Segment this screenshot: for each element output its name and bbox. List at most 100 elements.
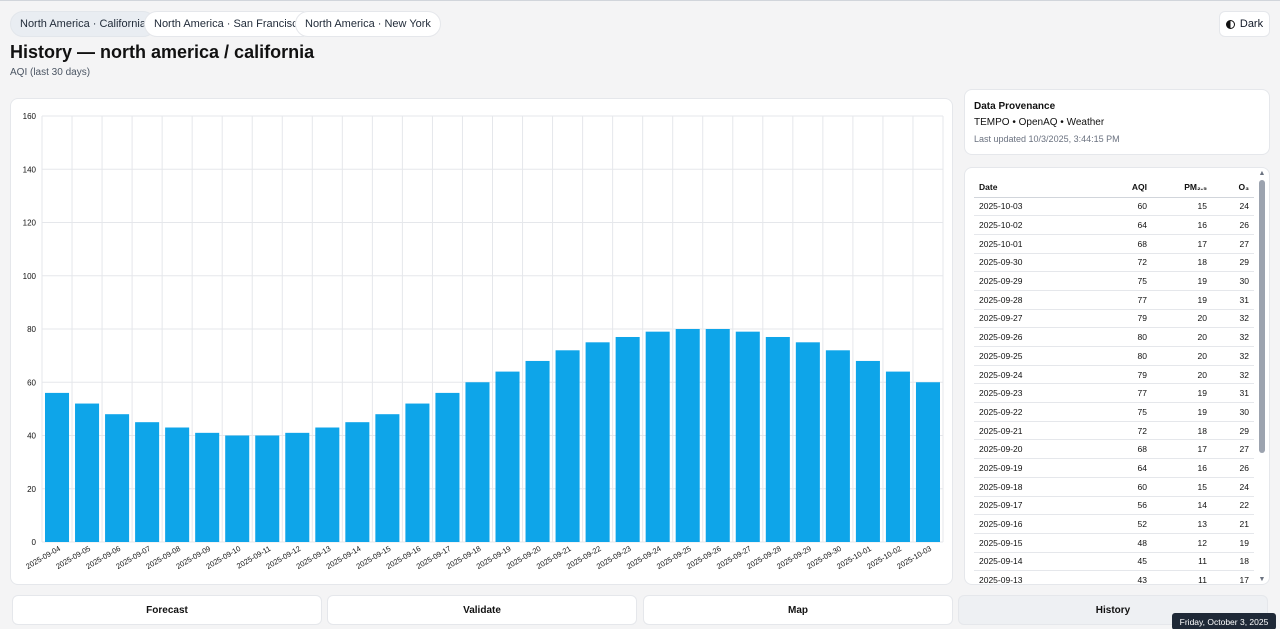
nav-validate-button[interactable]: Validate xyxy=(327,595,637,625)
table-row: 2025-09-14 45 11 18 xyxy=(974,552,1254,572)
table-row: 2025-09-18 60 15 24 xyxy=(974,477,1254,497)
bar xyxy=(885,371,910,542)
bar xyxy=(585,342,610,542)
cell-aqi: 60 xyxy=(1092,477,1152,497)
cell-aqi: 56 xyxy=(1092,496,1152,516)
table-row: 2025-09-21 72 18 29 xyxy=(974,421,1254,441)
col-aqi: AQI xyxy=(1092,178,1152,198)
bar xyxy=(615,336,640,542)
bar xyxy=(855,360,880,542)
cell-date: 2025-09-19 xyxy=(974,458,1092,478)
cell-o3: 31 xyxy=(1212,383,1254,404)
table-row: 2025-09-17 56 14 22 xyxy=(974,496,1254,516)
cell-o3: 32 xyxy=(1212,365,1254,385)
scroll-up-arrow-icon[interactable]: ▲ xyxy=(1258,170,1266,177)
cell-o3: 29 xyxy=(1212,253,1254,273)
cell-aqi: 75 xyxy=(1092,271,1152,291)
table-row: 2025-09-16 52 13 21 xyxy=(974,514,1254,534)
cell-o3: 21 xyxy=(1212,514,1254,534)
bar xyxy=(405,403,430,542)
tab-california[interactable]: North America · California xyxy=(10,11,156,37)
y-tick-label: 0 xyxy=(32,538,37,547)
bar xyxy=(435,392,460,542)
cell-date: 2025-09-20 xyxy=(974,439,1092,460)
cell-aqi: 72 xyxy=(1092,253,1152,273)
bar xyxy=(705,329,730,542)
bar xyxy=(315,427,340,542)
table-row: 2025-09-19 64 16 26 xyxy=(974,458,1254,478)
cell-aqi: 45 xyxy=(1092,552,1152,572)
tab-new-york[interactable]: North America · New York xyxy=(295,11,441,37)
scroll-down-arrow-icon[interactable]: ▼ xyxy=(1258,576,1266,583)
bar xyxy=(195,432,220,542)
table-header-row: Date AQI PM₂.₅ O₃ xyxy=(974,178,1254,198)
data-provenance-card: Data Provenance TEMPO • OpenAQ • Weather… xyxy=(964,89,1270,155)
cell-aqi: 64 xyxy=(1092,215,1152,235)
cell-pm25: 20 xyxy=(1152,309,1212,329)
cell-aqi: 80 xyxy=(1092,327,1152,347)
table-scrollbar[interactable]: ▲ ▼ xyxy=(1258,168,1266,584)
cell-date: 2025-09-30 xyxy=(974,253,1092,273)
page-subtitle: AQI (last 30 days) xyxy=(10,67,91,78)
half-moon-icon xyxy=(1225,19,1235,29)
cell-aqi: 48 xyxy=(1092,533,1152,553)
table-row: 2025-09-13 43 11 17 xyxy=(974,570,1254,584)
cell-aqi: 75 xyxy=(1092,402,1152,422)
cell-aqi: 72 xyxy=(1092,421,1152,441)
cell-o3: 26 xyxy=(1212,458,1254,478)
y-tick-label: 60 xyxy=(27,378,36,387)
cell-aqi: 43 xyxy=(1092,570,1152,584)
cell-pm25: 12 xyxy=(1152,533,1212,553)
cell-o3: 27 xyxy=(1212,234,1254,254)
bar xyxy=(915,382,940,542)
cell-pm25: 18 xyxy=(1152,421,1212,441)
cell-date: 2025-09-16 xyxy=(974,514,1092,534)
cell-pm25: 19 xyxy=(1152,290,1212,310)
cell-pm25: 20 xyxy=(1152,327,1212,347)
bar xyxy=(285,432,310,542)
y-tick-label: 80 xyxy=(27,325,36,334)
cell-date: 2025-09-27 xyxy=(974,309,1092,329)
tab-san-francisco[interactable]: North America · San Francisco xyxy=(144,11,314,37)
scroll-thumb[interactable] xyxy=(1259,180,1265,453)
bar xyxy=(495,371,520,542)
y-tick-label: 160 xyxy=(23,112,37,121)
cell-pm25: 14 xyxy=(1152,496,1212,516)
bar xyxy=(795,342,820,542)
cell-date: 2025-10-03 xyxy=(974,197,1092,217)
date-tooltip: Friday, October 3, 2025 xyxy=(1172,613,1276,629)
cell-pm25: 17 xyxy=(1152,439,1212,460)
cell-aqi: 80 xyxy=(1092,346,1152,366)
cell-date: 2025-09-18 xyxy=(974,477,1092,497)
cell-date: 2025-09-25 xyxy=(974,346,1092,366)
cell-date: 2025-09-29 xyxy=(974,271,1092,291)
dark-mode-button[interactable]: Dark xyxy=(1219,11,1270,37)
cell-pm25: 19 xyxy=(1152,402,1212,422)
table-row: 2025-09-28 77 19 31 xyxy=(974,290,1254,310)
cell-pm25: 19 xyxy=(1152,383,1212,404)
aqi-bar-chart-svg: 0204060801001201401602025-09-042025-09-0… xyxy=(23,112,944,571)
cell-o3: 32 xyxy=(1212,327,1254,347)
cell-date: 2025-09-23 xyxy=(974,383,1092,404)
cell-date: 2025-09-14 xyxy=(974,552,1092,572)
cell-pm25: 13 xyxy=(1152,514,1212,534)
table-row: 2025-09-22 75 19 30 xyxy=(974,402,1254,422)
nav-map-button[interactable]: Map xyxy=(643,595,953,625)
bar xyxy=(165,427,190,542)
cell-date: 2025-09-22 xyxy=(974,402,1092,422)
nav-forecast-button[interactable]: Forecast xyxy=(12,595,322,625)
bar xyxy=(135,422,160,542)
bar xyxy=(75,403,100,542)
bar xyxy=(765,336,790,542)
cell-o3: 30 xyxy=(1212,402,1254,422)
dark-mode-label: Dark xyxy=(1239,18,1264,30)
cell-aqi: 68 xyxy=(1092,234,1152,254)
cell-pm25: 15 xyxy=(1152,197,1212,217)
cell-o3: 26 xyxy=(1212,215,1254,235)
aqi-history-chart: 0 20 40 60 80 100 120 140 160 2025-09-04 2025-09-0… xyxy=(10,98,953,585)
table-row: 2025-09-15 48 12 19 xyxy=(974,533,1254,553)
bar xyxy=(225,435,250,542)
cell-date: 2025-09-21 xyxy=(974,421,1092,441)
cell-pm25: 20 xyxy=(1152,346,1212,366)
table-row: 2025-10-01 68 17 27 xyxy=(974,234,1254,254)
